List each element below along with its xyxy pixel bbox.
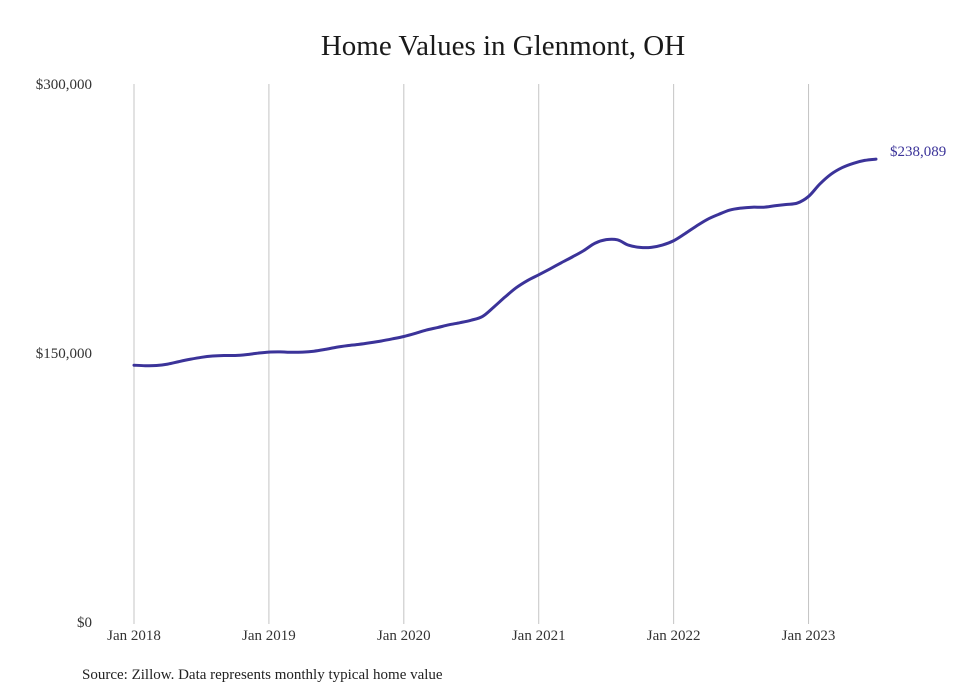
chart-title: Home Values in Glenmont, OH [320,30,686,62]
x-tick-label: Jan 2018 [107,628,161,644]
y-tick-label: $300,000 [36,77,92,93]
x-tick-label: Jan 2019 [242,628,296,644]
x-axis: Jan 2018 Jan 2019 Jan 2020 Jan 2021 Jan 2022… [107,628,835,644]
series-line-0 [132,157,878,368]
source-note: Source: Zillow. Data represents monthly … [82,667,443,683]
end-value-label: $238,089 [890,144,946,160]
x-tick-label: Jan 2020 [377,628,431,644]
series-group: $238,089 [132,144,946,368]
y-axis: $0 $150,000 $300,000 [36,77,92,631]
x-tick-label: Jan 2022 [647,628,701,644]
y-tick-label: $0 [77,615,92,631]
y-tick-label: $150,000 [36,346,92,362]
x-tick-label: Jan 2021 [512,628,566,644]
x-tick-label: Jan 2023 [782,628,836,644]
gridlines [133,84,810,624]
